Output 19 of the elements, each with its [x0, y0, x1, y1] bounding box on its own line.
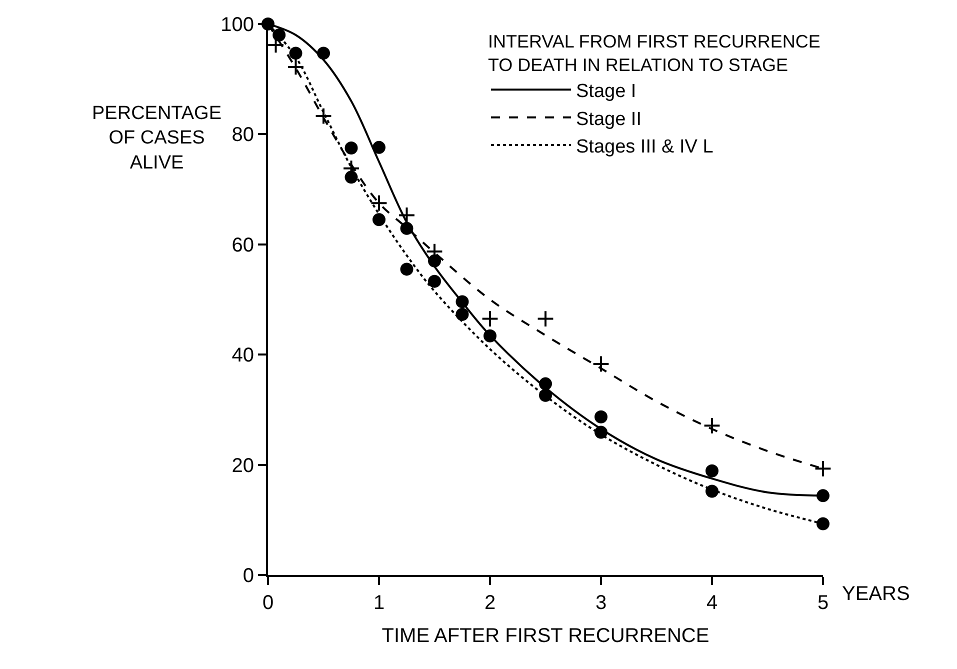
legend-label: Stage II: [576, 108, 642, 130]
legend-label: Stages III & IV L: [576, 136, 714, 158]
x-tick-label: 4: [706, 592, 718, 614]
y-axis-title: PERCENTAGE OF CASES ALIVE: [92, 103, 222, 174]
y-tick-label: 40: [232, 344, 254, 367]
x-tick-label: 3: [595, 592, 607, 614]
text: YEARS: [842, 583, 910, 605]
x-tick-label: 2: [484, 592, 496, 614]
x-tick-label: 1: [373, 592, 385, 614]
legend-title: INTERVAL FROM FIRST RECURRENCE TO DEATH IN RELATION TO STAGE: [488, 31, 820, 75]
y-tick-label: 100: [220, 14, 254, 36]
y-tick-label: 20: [232, 454, 254, 477]
y-tick-label: 0: [242, 565, 254, 587]
x-axis-title: TIME AFTER FIRST RECURRENCE: [382, 625, 710, 647]
y-tick-label: 60: [232, 234, 254, 256]
y-tick-label: 80: [232, 124, 254, 146]
legend-label: Stage I: [576, 81, 636, 102]
x-tick-label: 5: [817, 592, 829, 614]
x-tick-label: 0: [262, 592, 274, 614]
